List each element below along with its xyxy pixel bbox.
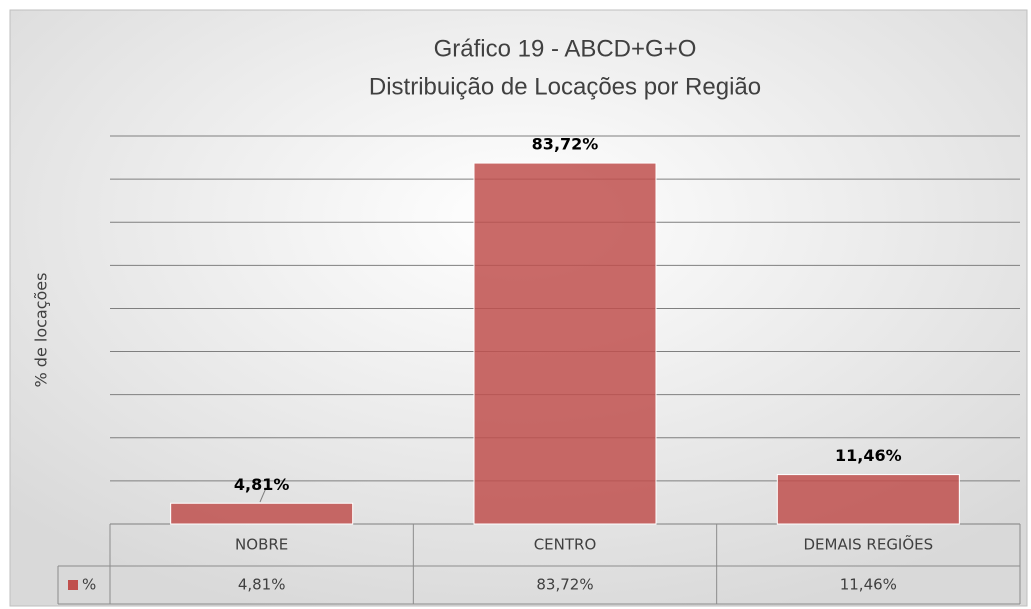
x-tick-label: NOBRE: [235, 536, 288, 554]
x-tick-label: CENTRO: [534, 536, 597, 554]
y-axis-label: % de locações: [32, 273, 51, 388]
data-label: 4,81%: [234, 475, 290, 494]
chart-subtitle: Distribuição de Locações por Região: [369, 73, 761, 100]
legend-label: %: [82, 576, 96, 594]
data-label: 83,72%: [532, 135, 599, 154]
x-tick-label: DEMAIS REGIÕES: [803, 535, 933, 554]
legend-swatch: [68, 580, 78, 590]
table-value: 4,81%: [238, 576, 286, 594]
bar: [776, 474, 960, 525]
table-value: 11,46%: [840, 576, 897, 594]
table-value: 83,72%: [536, 576, 593, 594]
data-label: 11,46%: [835, 446, 902, 465]
leader-line: [259, 487, 267, 503]
bar: [170, 502, 354, 525]
bar: [473, 162, 657, 525]
chart-title: Gráfico 19 - ABCD+G+O: [434, 35, 697, 62]
